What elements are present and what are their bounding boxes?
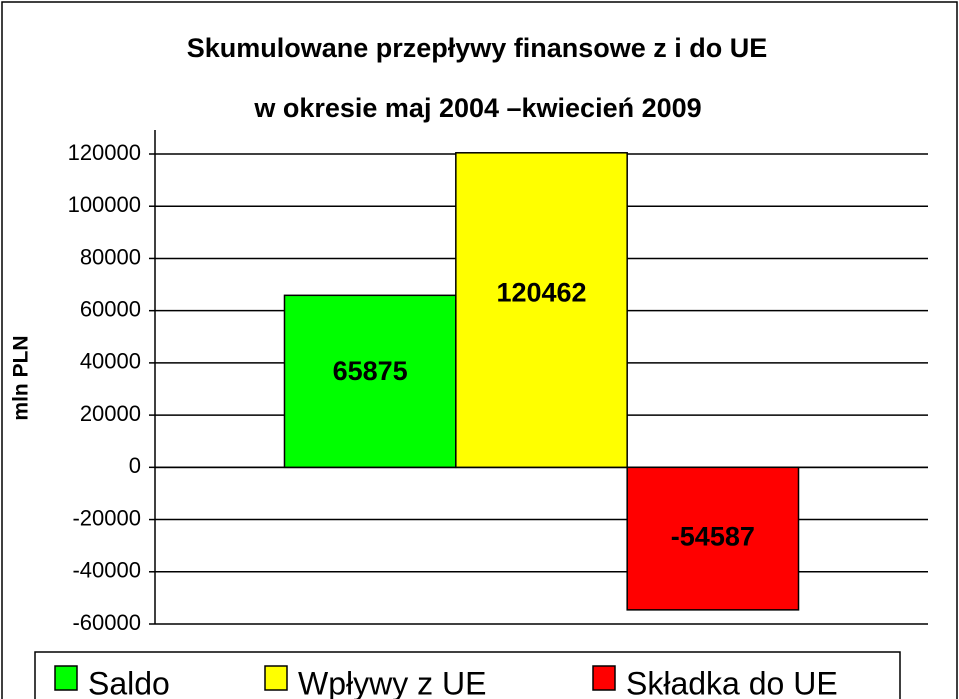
bar [283,294,457,469]
data-label: 120462 [496,277,586,307]
y-tick-label: 0 [129,453,141,478]
y-tick-label: 80000 [80,244,141,269]
legend-label: Składka do UE [626,665,838,699]
y-tick-label: 120000 [68,140,141,165]
y-tick-label: 100000 [68,192,141,217]
y-tick-label: -60000 [72,610,141,635]
y-tick-label: -20000 [72,505,141,530]
y-tick-label: -40000 [72,558,141,583]
legend-label: Wpływy z UE [298,665,486,699]
data-label: -54587 [671,522,755,552]
data-label: 65875 [333,356,408,386]
bar [455,152,628,469]
legend-swatch [54,665,78,691]
legend-swatch [264,665,288,691]
legend-frame [34,651,901,699]
chart-title: Skumulowane przepływy finansowe z i do U… [187,33,768,63]
legend-label: Saldo [88,665,170,699]
bar [626,466,800,611]
y-tick-label: 60000 [80,296,141,321]
chart-subtitle: w okresie maj 2004 –kwiecień 2009 [253,93,701,123]
legend-swatch [592,665,616,691]
y-axis-label: mln PLN [10,335,33,420]
y-tick-label: 20000 [80,401,141,426]
y-tick-label: 40000 [80,349,141,374]
